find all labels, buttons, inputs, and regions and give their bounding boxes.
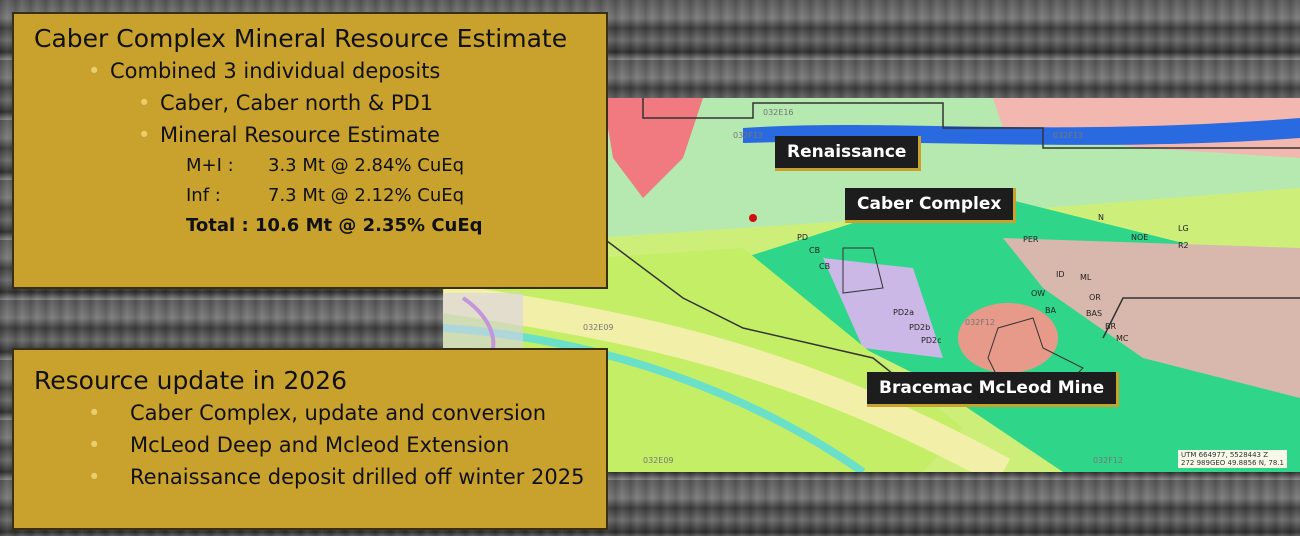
resource-total: Total : 10.6 Mt @ 2.35% CuEq	[186, 215, 483, 236]
sub-bullet: Mineral Resource Estimate	[34, 123, 586, 147]
deposit-label: PD2a	[893, 308, 914, 317]
deposit-label: PD	[797, 233, 808, 242]
callout-bracemac-mcleod: Bracemac McLeod Mine	[867, 372, 1120, 407]
bullet: Renaissance deposit drilled off winter 2…	[34, 465, 586, 489]
value: 3.3 Mt @ 2.84% CuEq	[268, 155, 465, 176]
resource-row: M+I : 3.3 Mt @ 2.84% CuEq	[34, 155, 586, 176]
quad-label: 032F12	[965, 318, 996, 327]
quad-label: 032E16	[763, 108, 794, 117]
deposit-label: PD2c	[921, 336, 942, 345]
resource-estimate-panel: Caber Complex Mineral Resource Estimate …	[12, 12, 608, 289]
value: 7.3 Mt @ 2.12% CuEq	[268, 185, 465, 206]
scale-text: 272 989GEO 49.8856 N, 78.1	[1181, 459, 1284, 467]
deposit-label: CB	[819, 262, 831, 271]
bullet: Caber Complex, update and conversion	[34, 401, 586, 425]
panel-title: Caber Complex Mineral Resource Estimate	[34, 24, 568, 53]
scale-text: UTM 664977, 5528443 Z	[1181, 451, 1269, 459]
deposit-label: LG	[1178, 224, 1189, 233]
deposit-label: BR	[1105, 322, 1117, 331]
deposit-label: OW	[1031, 289, 1046, 298]
callout-caber-complex: Caber Complex	[845, 188, 1017, 223]
callout-renaissance: Renaissance	[775, 136, 922, 171]
quad-label: 032F13	[1053, 131, 1084, 140]
quad-label: 032F12	[1093, 456, 1124, 465]
bullet: McLeod Deep and Mcleod Extension	[34, 433, 586, 457]
deposit-label: N	[1098, 213, 1104, 222]
resource-row: Inf : 7.3 Mt @ 2.12% CuEq	[34, 185, 586, 206]
quad-label: 032E09	[583, 323, 614, 332]
bullet: Combined 3 individual deposits	[34, 59, 586, 83]
deposit-label: PD2b	[909, 323, 931, 332]
deposit-label: MC	[1116, 334, 1129, 343]
panel-title: Resource update in 2026	[34, 366, 347, 395]
deposit-label: BA	[1045, 306, 1056, 315]
deposit-label: PER	[1023, 235, 1039, 244]
deposit-label: ID	[1056, 270, 1065, 279]
category: Inf :	[186, 185, 221, 206]
category: M+I :	[186, 155, 234, 176]
deposit-label: OR	[1089, 293, 1101, 302]
deposit-label: CB	[809, 246, 821, 255]
sub-bullet: Caber, Caber north & PD1	[34, 91, 586, 115]
geology-map: 032E16 032F13 032F13 032E09 032F12 032E0…	[443, 98, 1300, 472]
deposit-label: R2	[1178, 241, 1189, 250]
resource-update-panel: Resource update in 2026 Caber Complex, u…	[12, 348, 608, 530]
deposit-label: BAS	[1086, 309, 1103, 318]
scale-bar: UTM 664977, 5528443 Z 272 989GEO 49.8856…	[1178, 450, 1287, 468]
deposit-label: ML	[1080, 273, 1092, 282]
quad-label: 032E09	[643, 456, 674, 465]
quad-label: 032F13	[733, 131, 764, 140]
deposit-label: NOE	[1131, 233, 1149, 242]
